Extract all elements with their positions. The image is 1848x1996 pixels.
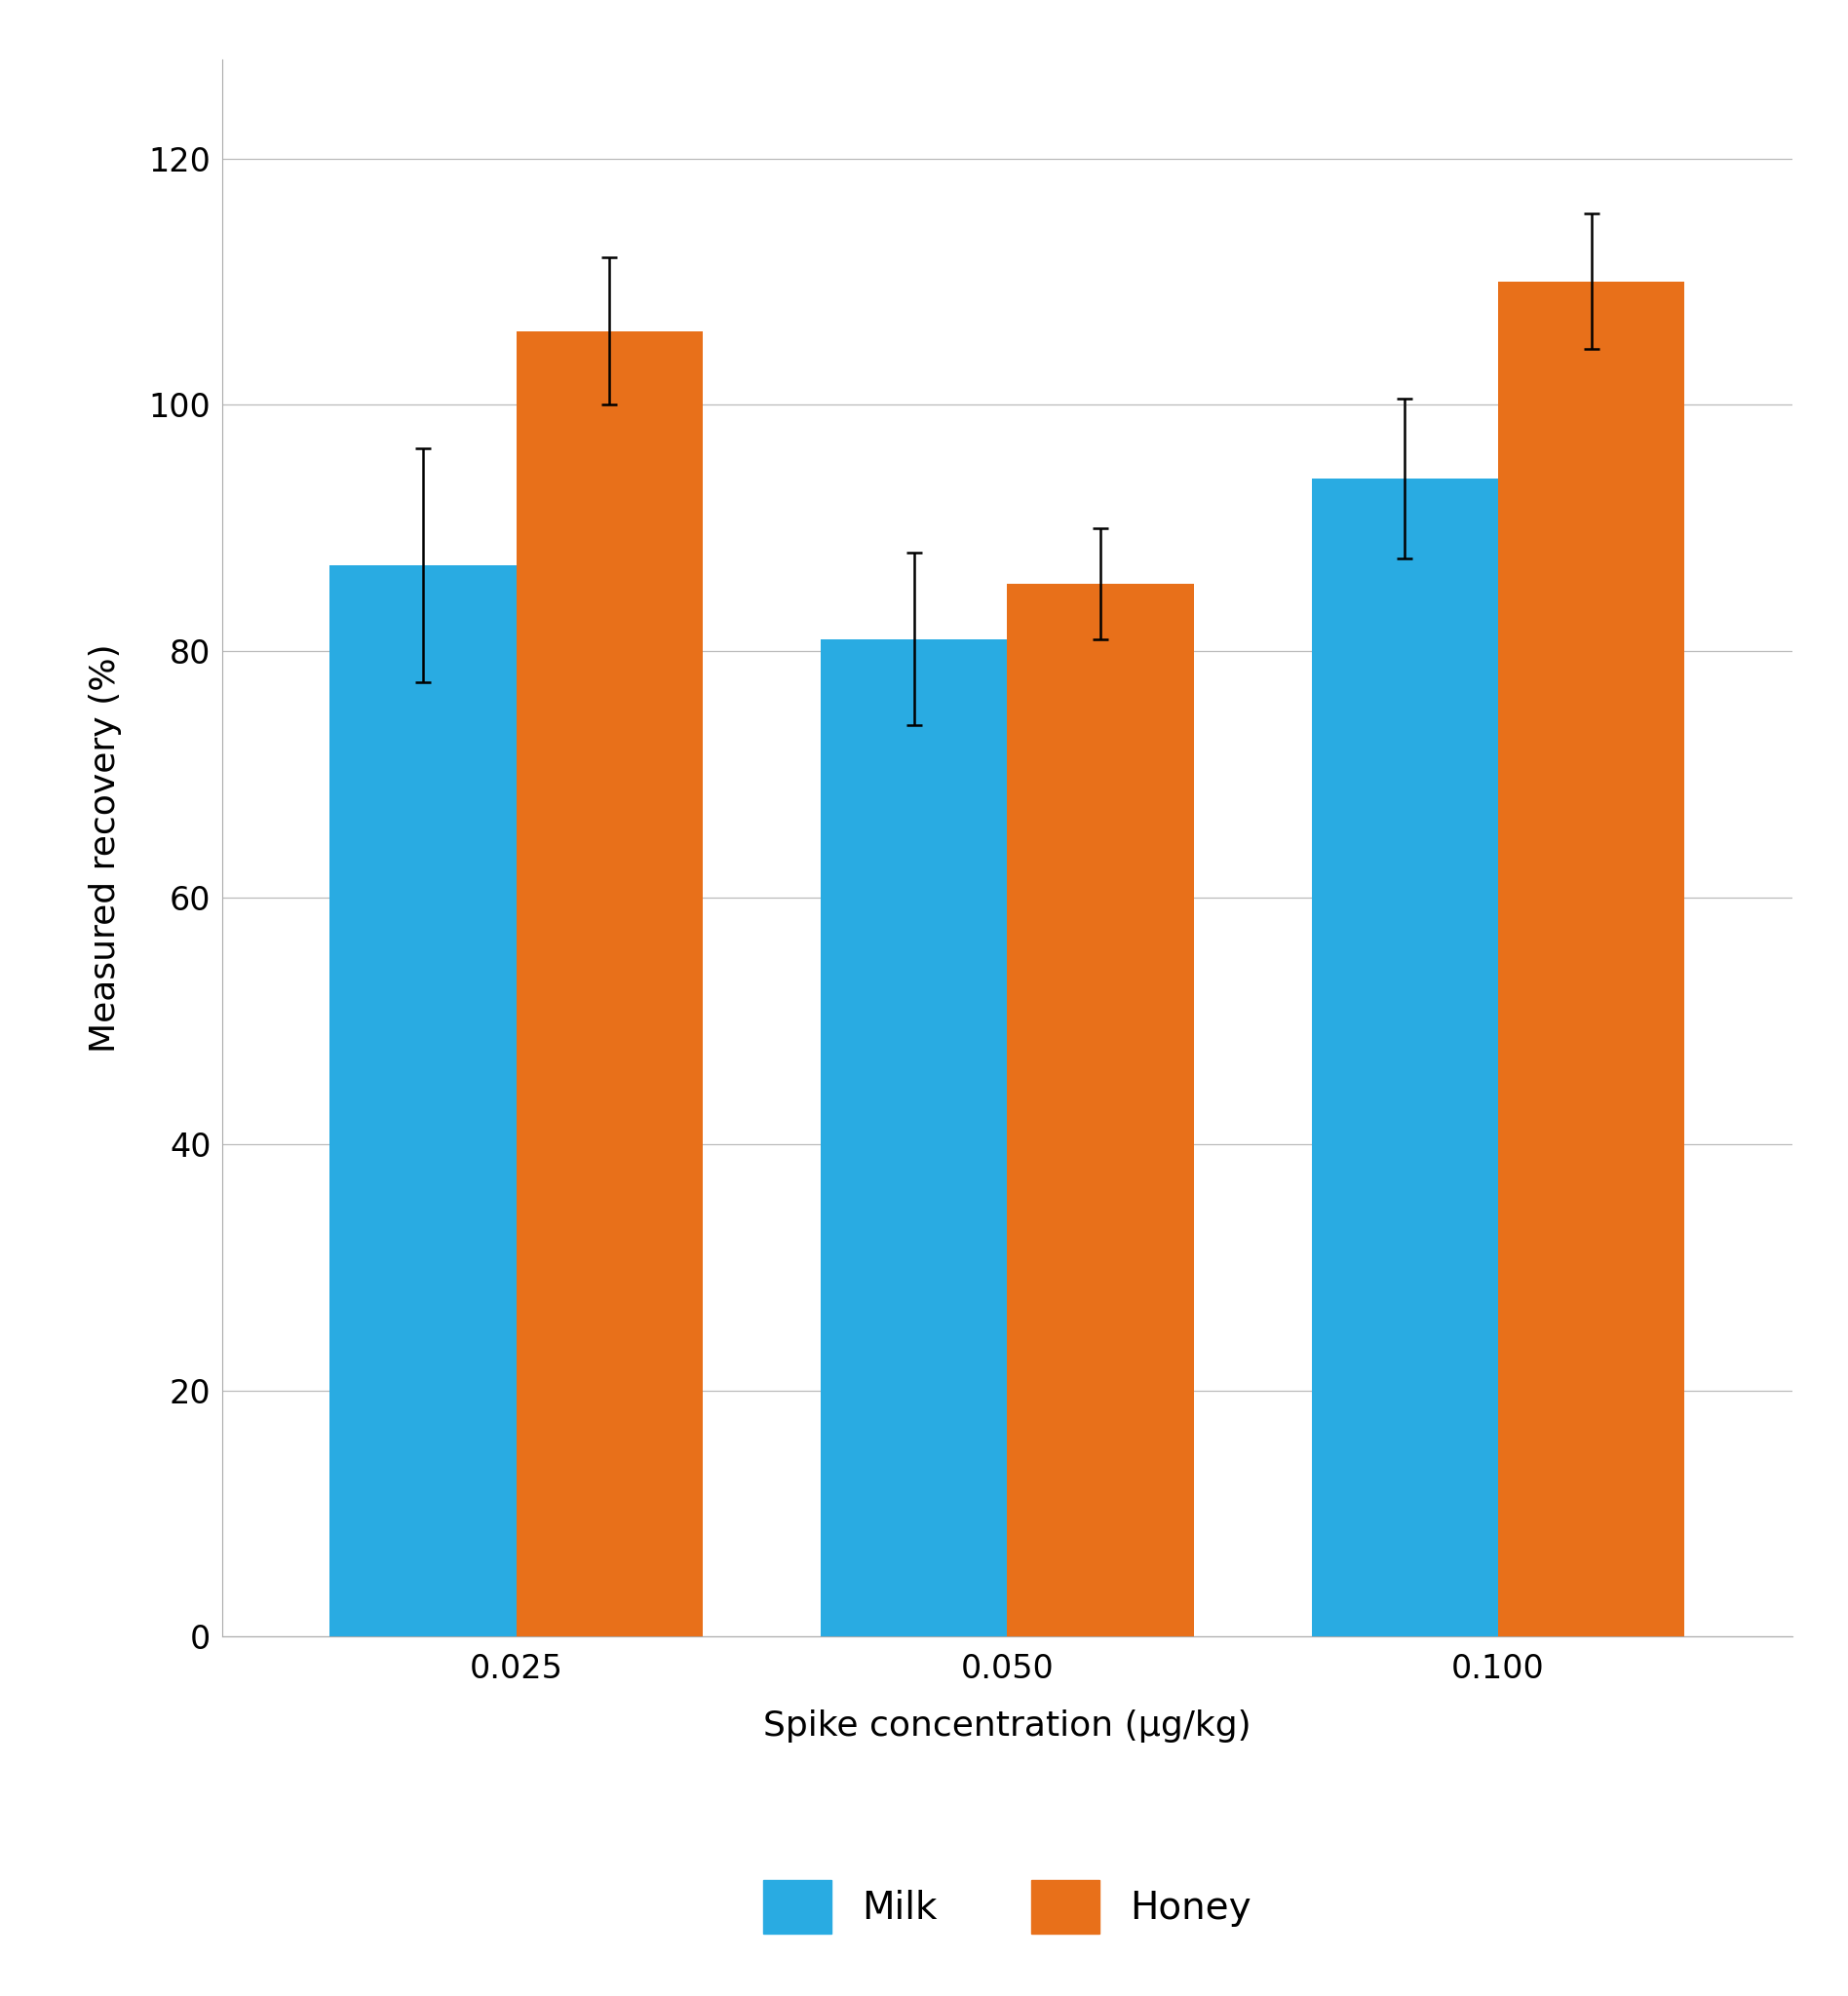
Bar: [1499, 281, 1685, 1637]
Bar: [516, 331, 702, 1637]
Bar: [1007, 583, 1194, 1637]
Y-axis label: Measured recovery (%): Measured recovery (%): [89, 645, 122, 1052]
X-axis label: Spike concentration (μg/kg): Spike concentration (μg/kg): [763, 1709, 1251, 1743]
Bar: [329, 565, 516, 1637]
Legend: Milk, Honey: Milk, Honey: [743, 1860, 1271, 1952]
Bar: [821, 639, 1007, 1637]
Bar: [1312, 479, 1499, 1637]
